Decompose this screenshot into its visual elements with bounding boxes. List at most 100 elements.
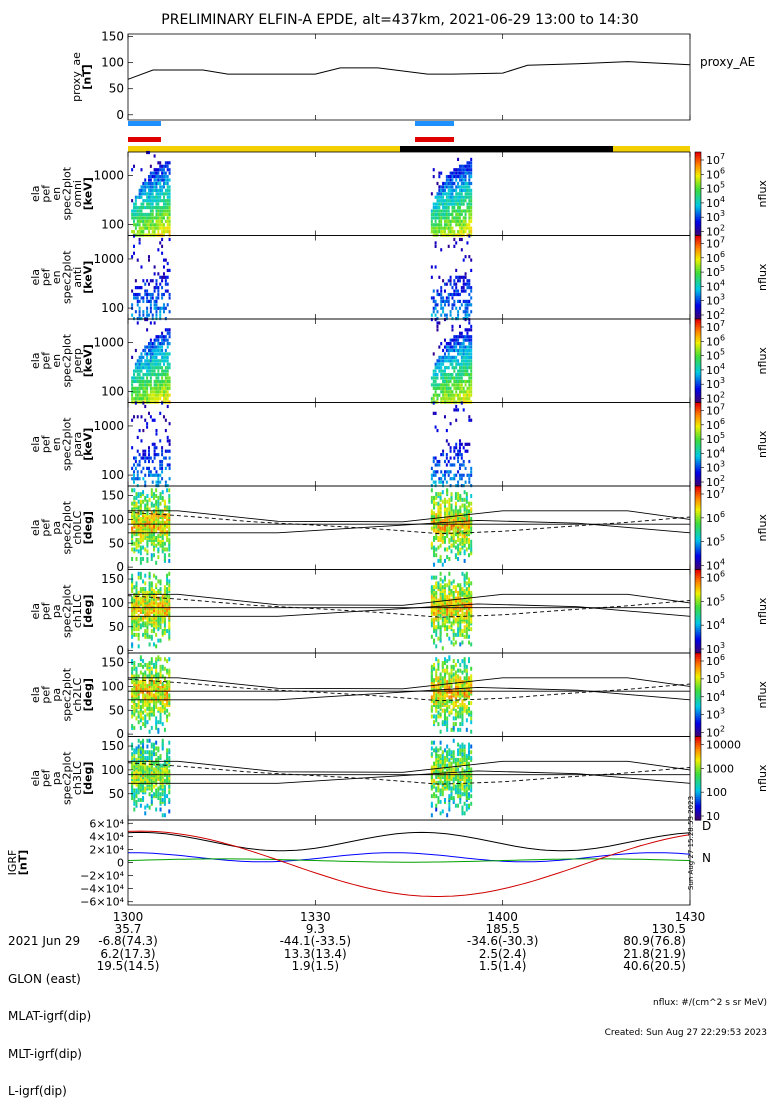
spectrogram-pixel [131,635,133,639]
spectrogram-pixel [144,621,146,625]
spectrogram-pixel [433,470,435,473]
spectrogram-pixel [459,230,461,233]
spectrogram-pixel [168,756,170,760]
spectrogram-pixel [146,633,148,637]
spectrogram-pixel [166,794,168,798]
spectrogram-pixel [453,383,455,386]
spectrogram-pixel [161,199,163,202]
spectrogram-pixel [463,300,465,303]
spectrogram-pixel [140,546,142,550]
spectrogram-pixel [142,192,144,195]
spectrogram-pixel [442,490,444,494]
spectrogram-pixel [139,307,141,310]
spectrogram-pixel [142,397,144,400]
spectrogram-pixel [450,390,452,393]
spectrogram-pixel [146,684,148,688]
spectrogram-pixel [137,366,139,369]
spectrogram-pixel [446,488,448,492]
spectrogram-pixel [163,303,165,306]
spectrogram-pixel [450,463,452,466]
spectrogram-pixel [138,752,140,756]
spectrogram-pixel [461,383,463,386]
spectrogram-pixel [470,303,472,306]
science-zone-red-2 [415,137,454,142]
spectrogram-pixel [133,380,135,383]
spectrogram-pixel [133,474,135,477]
spectrogram-pixel [451,345,453,348]
spectrogram-pixel [157,342,159,345]
spectrogram-pixel [459,707,461,711]
spectrogram-pixel [463,223,465,226]
spectrogram-pixel [169,168,171,171]
y-tick-label: 100 [101,468,124,482]
spectrogram-pixel [135,279,137,282]
spectrogram-pixel [466,581,468,585]
spectrogram-pixel [470,196,472,199]
spectrogram-pixel [153,513,155,517]
spectrogram-pixel [440,703,442,707]
spectrogram-pixel [461,199,463,202]
spectrogram-pixel [448,296,450,299]
spectrogram-pixel [138,705,140,709]
spectrogram-pixel [142,453,144,456]
spectrogram-pixel [155,752,157,756]
spectrogram-pixel [466,209,468,212]
spectrogram-pixel [159,283,161,286]
spectrogram-pixel [470,716,472,720]
spectrogram-pixel [133,390,135,393]
spectrogram-pixel [459,300,461,303]
spectrogram-pixel [163,363,165,366]
spectrogram-pixel [140,387,142,390]
spectrogram-pixel [468,623,470,627]
spectrogram-pixel [448,213,450,216]
spectrogram-pixel [153,542,155,546]
spectrogram-pixel [448,695,450,699]
spectrogram-pixel [150,182,152,185]
spectrogram-pixel [440,614,442,618]
spectrogram-pixel [146,540,148,544]
spectrogram-pixel [455,213,457,216]
spectrogram-pixel [151,667,153,671]
spectrogram-pixel [144,481,146,484]
spectrogram-pixel [453,591,455,595]
spectrogram-pixel [446,470,448,473]
spectrogram-pixel [466,620,468,624]
spectrogram-pixel [150,206,152,209]
spectrogram-pixel [164,697,166,701]
spectrogram-pixel [455,172,457,175]
spectrogram-pixel [144,629,146,633]
spectrogram-pixel [468,515,470,519]
spectrogram-pixel [435,758,437,762]
spectrogram-pixel [142,376,144,379]
spectrogram-pixel [457,450,459,453]
spectrogram-pixel [453,672,455,676]
spectrogram-pixel [161,390,163,393]
spectrogram-pixel [155,300,157,303]
spectrogram-pixel [453,665,455,669]
spectrogram-pixel [453,359,455,362]
spectrogram-pixel [459,494,461,498]
spectrogram-pixel [153,509,155,513]
spectrogram-pixel [163,172,165,175]
spectrogram-pixel [465,314,467,317]
spectrogram-pixel [146,366,148,369]
spectrogram-pixel [444,576,446,580]
spectrogram-pixel [431,213,433,216]
spectrogram-pixel [142,579,144,583]
spectrogram-pixel [459,728,461,732]
spectrogram-pixel [162,682,164,686]
spectrogram-pixel [463,227,465,230]
spectrogram-pixel [165,199,167,202]
spectrogram-pixel [150,380,152,383]
spectrogram-pixel [169,310,171,313]
spectrogram-pixel [161,401,163,404]
spectrogram-pixel [155,213,157,216]
spectrogram-pixel [138,644,140,648]
spectrogram-pixel [150,345,152,348]
spectrogram-pixel [455,505,457,509]
y-tick-label: 50 [109,82,124,96]
spectrogram-pixel [470,345,472,348]
spectrogram-pixel [135,206,137,209]
